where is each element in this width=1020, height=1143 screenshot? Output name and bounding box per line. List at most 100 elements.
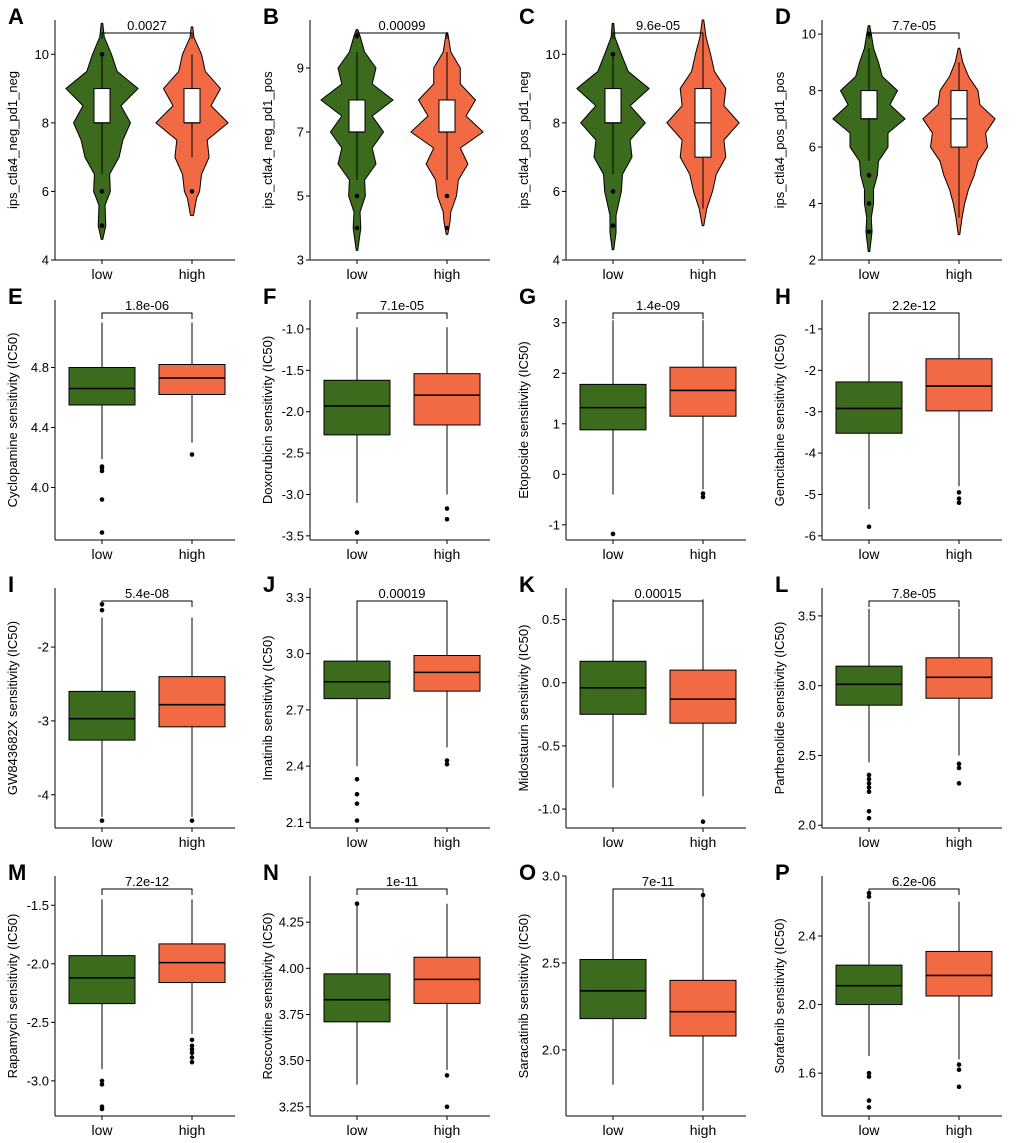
group-high	[925, 316, 993, 506]
x-category-label: high	[690, 1122, 716, 1138]
group-low	[65, 22, 139, 240]
y-tick-label: 3.50	[279, 1053, 304, 1068]
panel-letter: H	[775, 284, 791, 309]
outlier-point	[99, 223, 105, 229]
y-tick-label: 4	[42, 253, 49, 268]
group-low	[832, 25, 906, 253]
significance-bracket	[356, 312, 448, 319]
panel-letter: I	[8, 572, 14, 597]
outlier-point	[866, 785, 872, 790]
group-high	[158, 617, 226, 823]
outlier-point	[866, 1098, 872, 1103]
y-tick-label: 2	[809, 253, 816, 268]
y-axis-title: Cyclopamine sensitivity (IC50)	[5, 333, 20, 508]
group-high	[925, 901, 993, 1090]
outlier-point	[189, 1037, 195, 1043]
y-tick-label: 10	[35, 47, 49, 62]
significance-bracket	[612, 888, 704, 895]
p-value-label: 7.7e-05	[892, 18, 936, 33]
y-tick-label: 3.0	[542, 869, 560, 884]
group-high	[410, 32, 484, 235]
y-tick-label: 2.0	[542, 1042, 560, 1057]
outlier-point	[189, 1050, 195, 1056]
significance-bracket	[868, 600, 960, 607]
box-high	[158, 676, 226, 728]
x-category-label: high	[434, 834, 460, 850]
y-axis-title: Roscovitine sensitivity (IC50)	[260, 913, 275, 1080]
y-axis-title: Gemcitabine sensitivity (IC50)	[772, 334, 787, 507]
group-low	[835, 608, 903, 821]
significance-bracket	[356, 888, 448, 895]
outlier-point	[956, 1084, 962, 1090]
p-value-label: 1.8e-06	[125, 298, 169, 313]
y-tick-label: -4	[804, 446, 816, 461]
panel-g: G Etoposide sensitivity (IC50) -1 0 1 2 3 low hi…	[516, 284, 746, 562]
outlier-point	[444, 758, 450, 763]
outlier-point	[444, 193, 450, 199]
outlier-point	[189, 1043, 195, 1049]
y-tick-label: 3.0	[286, 646, 304, 661]
group-low	[68, 899, 136, 1112]
y-tick-label: 4.25	[279, 915, 304, 930]
x-category-label: low	[858, 834, 880, 850]
y-tick-label: -3	[37, 713, 49, 728]
group-low	[835, 316, 903, 530]
x-category-label: low	[602, 546, 624, 562]
box-high	[183, 88, 201, 124]
box-high	[413, 956, 481, 1004]
box-low	[579, 958, 647, 1020]
outlier-point	[99, 530, 105, 535]
x-category-label: low	[602, 266, 624, 282]
outlier-point	[99, 818, 105, 823]
y-tick-label: -1	[804, 321, 816, 336]
panel-o: O Saracatinib sensitivity (IC50) 2.0 2.5 3.0…	[516, 860, 746, 1138]
outlier-point	[354, 776, 360, 782]
x-category-label: low	[91, 266, 113, 282]
panel-letter: F	[263, 284, 276, 309]
outlier-point	[866, 1070, 872, 1076]
y-tick-label: 8	[809, 83, 816, 98]
panel-k: K Midostaurin sensitivity (IC50) -1.0 -0.5 0…	[516, 572, 746, 850]
x-category-label: high	[434, 1122, 460, 1138]
outlier-point	[99, 189, 105, 194]
outlier-point	[189, 1059, 195, 1065]
group-high	[925, 608, 993, 786]
significance-bracket	[868, 32, 960, 39]
outlier-point	[866, 172, 872, 178]
outlier-point	[444, 225, 450, 231]
panel-letter: D	[775, 4, 791, 29]
x-category-label: low	[602, 1122, 624, 1138]
box-high	[669, 669, 737, 724]
outlier-point	[866, 894, 872, 899]
outlier-point	[700, 819, 706, 824]
group-low	[323, 901, 391, 1085]
y-tick-label: 2.4	[798, 929, 816, 944]
panel-letter: L	[775, 572, 788, 597]
group-low	[323, 327, 391, 535]
box-low	[68, 690, 136, 741]
outlier-point	[189, 189, 195, 194]
outlier-point	[866, 229, 872, 235]
y-axis-title: ips_ctla4_neg_pd1_pos	[260, 71, 275, 209]
y-tick-label: -1.0	[538, 802, 560, 817]
x-category-label: low	[858, 1122, 880, 1138]
outlier-point	[610, 189, 616, 194]
y-tick-label: -6	[804, 528, 816, 543]
outlier-point	[956, 1062, 962, 1067]
outlier-point	[354, 193, 360, 199]
group-high	[922, 47, 996, 236]
y-tick-label: -1.5	[282, 363, 304, 378]
y-tick-label: 2.5	[798, 748, 816, 763]
significance-bracket	[356, 32, 448, 39]
x-category-label: low	[346, 834, 368, 850]
y-tick-label: -3.0	[27, 1073, 49, 1088]
y-axis-title: Etoposide sensitivity (IC50)	[516, 341, 531, 499]
y-tick-label: 4.0	[31, 480, 49, 495]
outlier-point	[354, 530, 360, 535]
outlier-point	[956, 490, 962, 495]
group-high	[413, 327, 481, 522]
group-low	[68, 322, 136, 535]
p-value-label: 0.0027	[127, 18, 167, 33]
